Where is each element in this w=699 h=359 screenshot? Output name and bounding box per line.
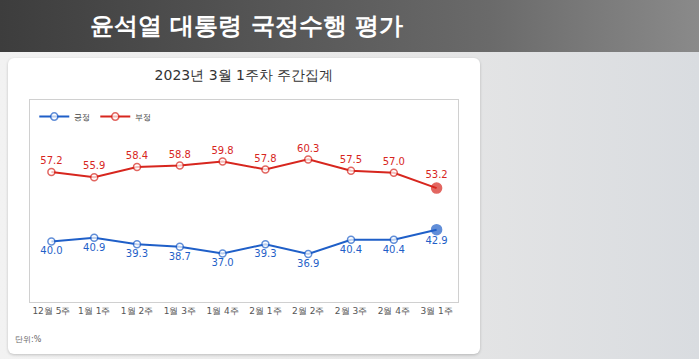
svg-text:2월 4주: 2월 4주 (378, 306, 410, 316)
svg-text:53.2: 53.2 (425, 169, 447, 180)
svg-text:1월 3주: 1월 3주 (164, 306, 196, 316)
svg-text:부정: 부정 (135, 113, 151, 122)
svg-text:38.7: 38.7 (169, 251, 191, 262)
svg-text:2월 3주: 2월 3주 (335, 306, 367, 316)
svg-text:55.9: 55.9 (83, 160, 105, 171)
svg-text:57.0: 57.0 (383, 156, 405, 167)
svg-text:40.4: 40.4 (383, 244, 405, 255)
svg-text:58.8: 58.8 (169, 149, 191, 160)
svg-text:2월 1주: 2월 1주 (249, 306, 281, 316)
svg-text:40.4: 40.4 (340, 244, 362, 255)
svg-text:37.0: 37.0 (211, 257, 233, 268)
svg-text:42.9: 42.9 (425, 235, 447, 246)
svg-text:12월 5주: 12월 5주 (32, 306, 70, 316)
svg-text:57.8: 57.8 (254, 153, 276, 164)
svg-text:60.3: 60.3 (297, 143, 319, 154)
svg-text:2월 2주: 2월 2주 (292, 306, 324, 316)
svg-text:39.3: 39.3 (126, 248, 148, 259)
svg-text:단위:%: 단위:% (15, 335, 42, 344)
svg-text:1월 2주: 1월 2주 (121, 306, 153, 316)
svg-text:2023년 3월 1주차 주간집계: 2023년 3월 1주차 주간집계 (155, 67, 334, 83)
svg-text:59.8: 59.8 (211, 145, 233, 156)
svg-text:58.4: 58.4 (126, 150, 148, 161)
svg-text:3월 1주: 3월 1주 (420, 306, 452, 316)
svg-text:57.2: 57.2 (40, 155, 62, 166)
svg-text:57.5: 57.5 (340, 154, 362, 165)
svg-text:40.0: 40.0 (40, 245, 62, 256)
svg-text:39.3: 39.3 (254, 248, 276, 259)
svg-text:40.9: 40.9 (83, 242, 105, 253)
html-text:윤석열 대통령 국정수행 평가: 윤석열 대통령 국정수행 평가 (90, 12, 404, 40)
svg-text:1월 4주: 1월 4주 (206, 306, 238, 316)
svg-text:1월 1주: 1월 1주 (78, 306, 110, 316)
svg-text:긍정: 긍정 (74, 113, 90, 122)
svg-text:36.9: 36.9 (297, 258, 319, 269)
